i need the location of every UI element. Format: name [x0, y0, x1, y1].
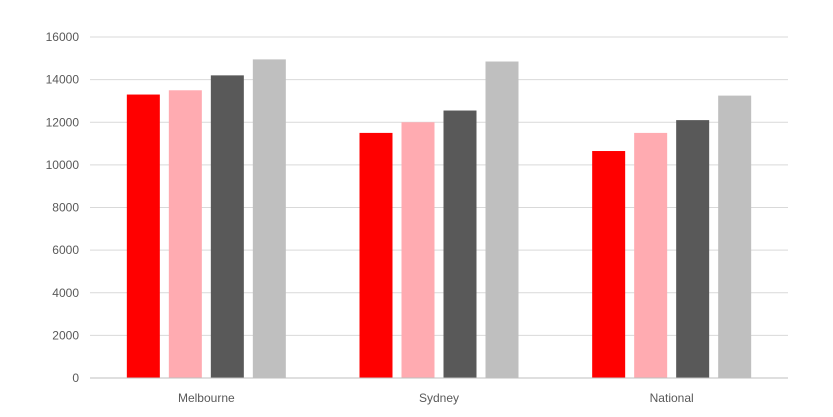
x-category-label: Sydney [419, 391, 459, 405]
bar [592, 151, 626, 378]
bar [401, 122, 435, 378]
y-tick-label: 2000 [52, 328, 79, 342]
labels: 0 2000 4000 6000 8000 10000 12000 14000 16000 Mel… [46, 30, 694, 405]
y-tick-label: 8000 [52, 201, 79, 215]
bars [126, 59, 752, 379]
y-tick-label: 10000 [46, 158, 80, 172]
y-tick-label: 6000 [52, 243, 79, 257]
gridlines [90, 36, 788, 336]
bar [252, 59, 286, 379]
y-tick-label: 14000 [46, 73, 80, 87]
bar [718, 95, 752, 378]
bar [210, 75, 244, 379]
x-category-label: Melbourne [178, 391, 235, 405]
bar [634, 132, 668, 378]
y-tick-label: 16000 [46, 30, 80, 44]
y-tick-label: 0 [72, 371, 79, 385]
bar [359, 132, 393, 378]
y-tick-label: 4000 [52, 286, 79, 300]
x-category-label: National [650, 391, 694, 405]
bar [676, 120, 710, 379]
bar [168, 90, 202, 378]
bar [485, 61, 519, 379]
bar [126, 94, 160, 378]
bar [443, 110, 477, 378]
y-tick-label: 12000 [46, 115, 80, 129]
